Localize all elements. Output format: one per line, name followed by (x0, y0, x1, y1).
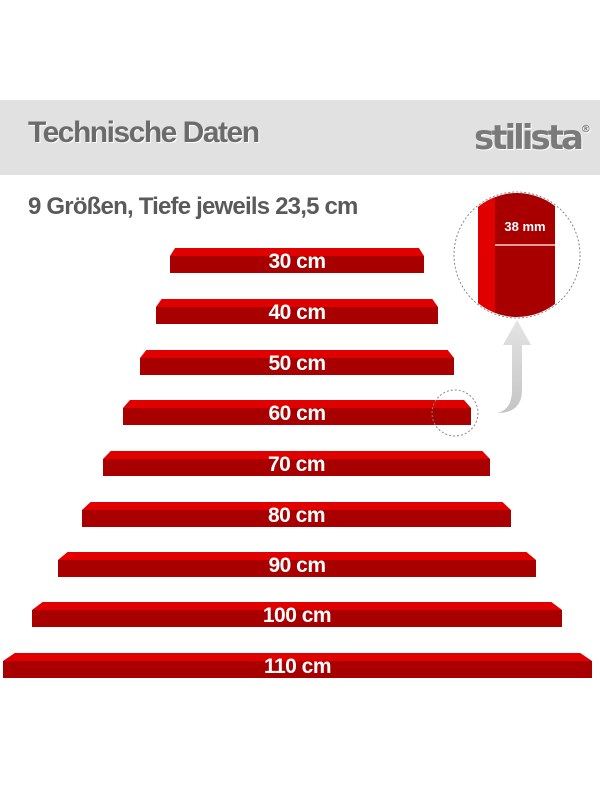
shelf-50: 50 cm (140, 350, 454, 375)
page-title: Technische Daten (28, 116, 260, 149)
shelf-60: 60 cm (123, 400, 471, 425)
brand-logo: stilista® (474, 118, 591, 158)
arrow-up-icon (497, 320, 531, 413)
magnifier-circle (453, 191, 581, 319)
shelf-30: 30 cm (170, 248, 424, 273)
shelf-70: 70 cm (103, 451, 490, 476)
shelf-90: 90 cm (58, 552, 536, 577)
shelf-100: 100 cm (32, 602, 562, 627)
shelf-40: 40 cm (156, 299, 438, 324)
header-band (0, 100, 600, 175)
magnified-edge (478, 193, 555, 317)
subtitle: 9 Größen, Tiefe jeweils 23,5 cm (28, 193, 358, 220)
shelf-110: 110 cm (3, 653, 592, 678)
shelf-80: 80 cm (82, 502, 511, 527)
thickness-label: 38 mm (504, 219, 546, 234)
detail-marker-circle (431, 389, 479, 437)
